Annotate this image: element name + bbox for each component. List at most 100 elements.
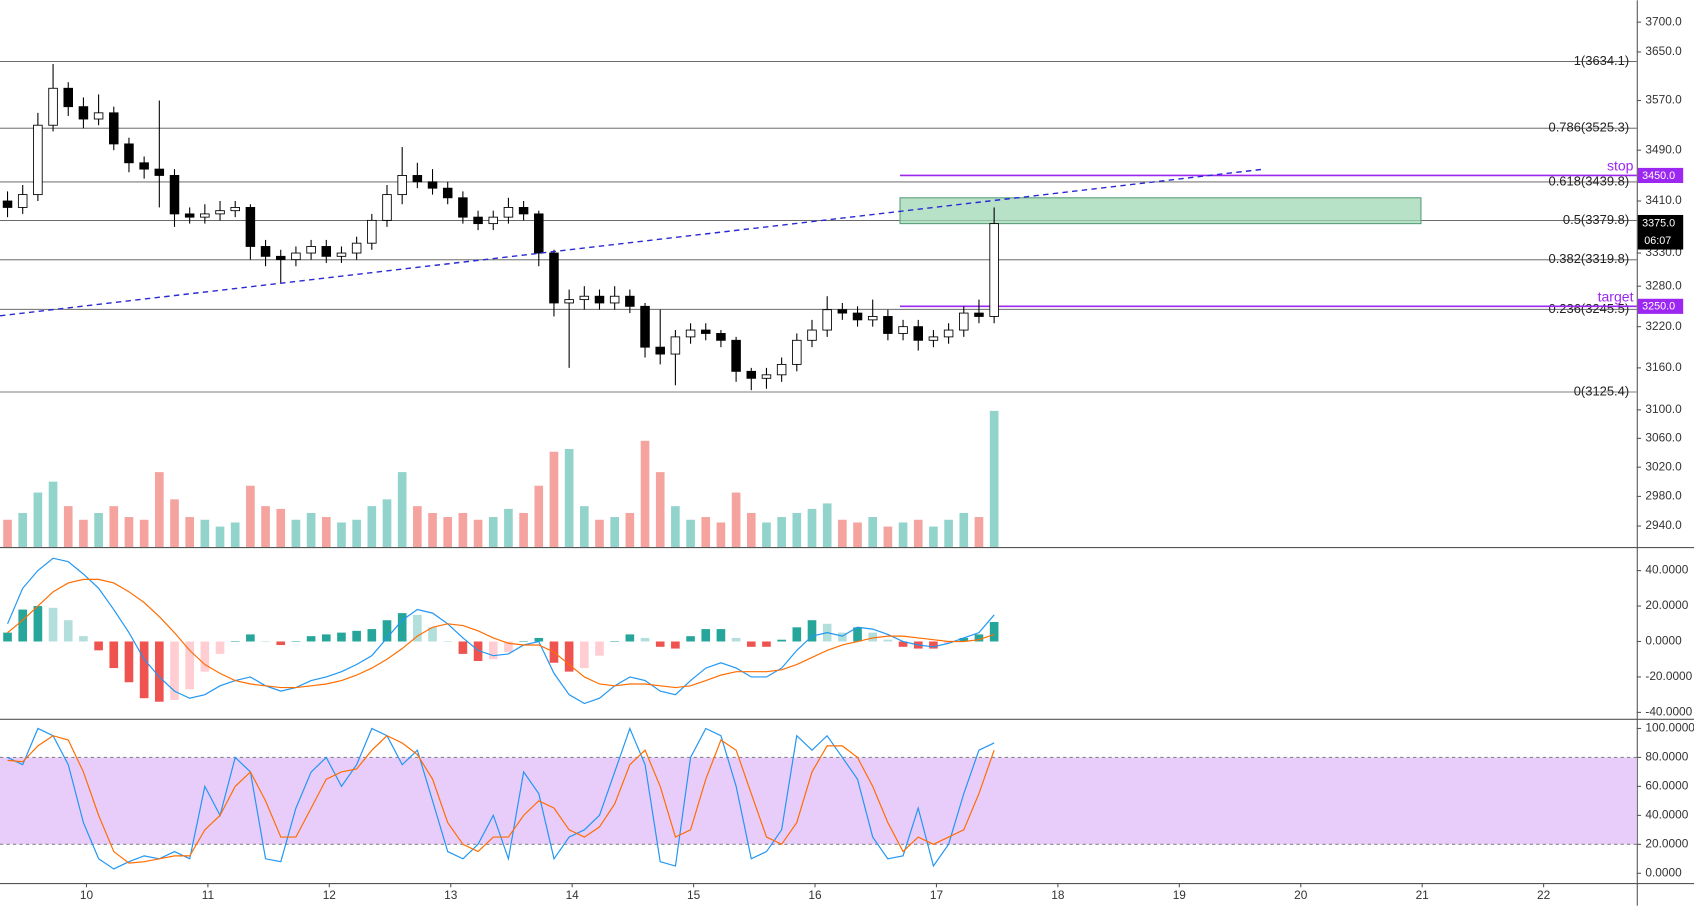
macd-histogram-bar	[413, 614, 422, 642]
candle-body	[640, 305, 650, 348]
candle-body	[169, 175, 180, 215]
y-tick-label: -20.0000	[1645, 669, 1692, 683]
macd-histogram-bar	[139, 641, 149, 699]
volume-bar	[367, 506, 377, 547]
y-tick-label: 3020.0	[1645, 459, 1682, 473]
macd-histogram-bar	[18, 609, 28, 642]
macd-histogram-bar	[124, 641, 134, 683]
macd-histogram-bar	[473, 641, 483, 661]
y-tick-label: 3160.0	[1645, 360, 1682, 374]
macd-histogram-bar	[701, 629, 711, 642]
macd-histogram-bar	[610, 641, 619, 643]
macd-line	[7, 578, 995, 689]
x-tick-label: 13	[444, 888, 458, 902]
volume-bar	[610, 517, 619, 547]
macd-histogram-bar	[352, 630, 361, 642]
y-tick-label: 3650.0	[1645, 44, 1682, 58]
volume-bar	[762, 522, 771, 547]
stop-tag-label: 3450.0	[1642, 170, 1675, 182]
macd-histogram-bar	[716, 629, 726, 642]
candle-body	[564, 299, 574, 304]
y-tick-label: 0.0000	[1645, 634, 1682, 648]
macd-histogram-bar	[625, 634, 635, 642]
candle-body	[488, 216, 498, 225]
macd-histogram-bar	[655, 641, 665, 647]
x-tick-label: 19	[1173, 888, 1187, 902]
macd-histogram-bar	[458, 641, 468, 654]
candle-body	[716, 333, 726, 341]
candle-body	[518, 207, 529, 215]
macd-histogram-bar	[488, 641, 498, 660]
macd-histogram-bar	[170, 641, 179, 700]
volume-bar	[261, 506, 270, 547]
macd-histogram-bar	[731, 637, 741, 642]
candle-body	[427, 181, 438, 189]
candle-body	[776, 363, 787, 376]
macd-histogram-bar	[959, 637, 969, 642]
x-tick-label: 17	[930, 888, 943, 902]
volume-bar	[579, 506, 589, 547]
candle-body	[928, 336, 939, 341]
macd-histogram-bar	[367, 629, 377, 642]
macd-histogram-bar	[534, 637, 544, 642]
volume-bar	[564, 448, 574, 547]
candle-body	[367, 219, 377, 244]
candle-body	[655, 346, 665, 355]
candle-body	[336, 252, 347, 257]
candle-body	[549, 252, 559, 304]
macd-histogram-bar	[397, 613, 407, 642]
candle-body	[837, 309, 848, 314]
volume-bar	[883, 526, 893, 547]
volume-bar	[458, 512, 468, 547]
y-tick-label: 3700.0	[1645, 14, 1682, 28]
stop-tag	[1637, 167, 1684, 184]
volume-bar	[746, 512, 756, 547]
volume-bar	[549, 451, 559, 547]
volume-bar	[18, 512, 28, 547]
macd-histogram-bar	[868, 632, 878, 642]
fib-label: 0.5(3379.8)	[1563, 212, 1629, 227]
candle-body	[184, 213, 195, 218]
candle-body	[761, 374, 772, 379]
volume-bar	[838, 519, 847, 547]
macd-histogram-bar	[671, 641, 680, 649]
y-tick-label: 0.0000	[1645, 865, 1682, 879]
candle-body	[974, 312, 984, 317]
macd-histogram-bar	[63, 620, 73, 642]
volume-bar	[321, 517, 331, 547]
x-tick-label: 16	[808, 888, 822, 902]
y-tick-label: 40.0000	[1645, 563, 1688, 577]
volume-bar	[200, 519, 210, 547]
candle-body	[473, 216, 483, 225]
volume-bar	[382, 499, 392, 547]
target-tag	[1637, 298, 1684, 314]
fib-label: 1(3634.1)	[1574, 53, 1629, 68]
macd-histogram-bar	[944, 641, 953, 644]
macd-histogram-bar	[519, 641, 528, 643]
volume-bar	[640, 440, 650, 547]
candle-body	[700, 329, 711, 334]
macd-histogram-bar	[579, 641, 589, 669]
volume-bar	[185, 517, 194, 547]
volume-bar	[246, 485, 255, 547]
candle-body	[215, 210, 225, 215]
macd-histogram-bar	[640, 637, 650, 642]
macd-histogram-bar	[94, 641, 103, 651]
volume-bar	[33, 492, 43, 547]
candle-body	[260, 246, 271, 257]
candle-body	[124, 143, 134, 164]
volume-bar	[337, 522, 346, 547]
volume-bar	[63, 506, 73, 547]
y-tick-label: 20.0000	[1645, 598, 1688, 612]
y-tick-label: 3100.0	[1645, 402, 1682, 416]
candle-body	[397, 175, 407, 196]
candle-body	[989, 223, 999, 317]
volume-bar	[3, 519, 12, 547]
macd-histogram-bar	[777, 639, 786, 642]
candle-body	[807, 329, 817, 341]
x-tick-label: 11	[202, 888, 215, 902]
volume-bar	[124, 517, 134, 547]
candle-body	[245, 207, 256, 247]
volume-bar	[868, 517, 878, 547]
